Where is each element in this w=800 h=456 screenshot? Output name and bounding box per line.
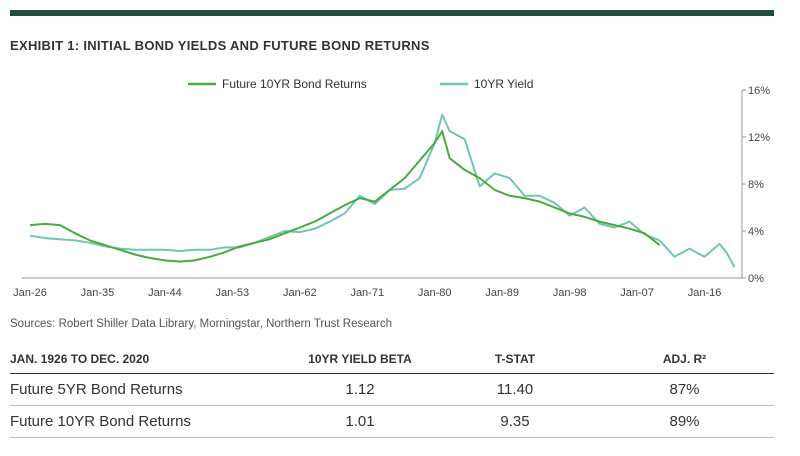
table-row: Future 5YR Bond Returns 1.12 11.40 87%	[10, 373, 774, 406]
header-period: JAN. 1926 TO DEC. 2020	[10, 346, 285, 374]
tstat-value: 9.35	[435, 405, 595, 438]
row-label: Future 10YR Bond Returns	[10, 405, 285, 438]
x-tick-label: Jan-07	[620, 287, 654, 299]
header-adj-r2: ADJ. R²	[595, 346, 774, 374]
tstat-value: 11.40	[435, 373, 595, 406]
y-axis: 0% 4% 8% 12% 16%	[741, 85, 770, 285]
y-tick-label: 16%	[748, 85, 770, 97]
legend-item-returns: Future 10YR Bond Returns	[188, 77, 367, 91]
future-returns-line	[29, 130, 661, 263]
header-beta: 10YR YIELD BETA	[285, 346, 435, 374]
adj-r2-value: 89%	[595, 405, 774, 438]
table-row: Future 10YR Bond Returns 1.01 9.35 89%	[10, 405, 774, 438]
x-axis: Jan-26 Jan-35 Jan-44 Jan-53 Jan-62 Jan-71 Jan-…	[13, 277, 742, 299]
series-lines	[29, 113, 736, 268]
x-tick-label: Jan-44	[148, 287, 182, 299]
yield-line	[29, 113, 736, 268]
y-tick-label: 4%	[748, 226, 764, 238]
adj-r2-value: 87%	[595, 373, 774, 406]
table-header-row: JAN. 1926 TO DEC. 2020 10YR YIELD BETA T…	[10, 346, 774, 374]
x-tick-label: Jan-35	[81, 287, 115, 299]
x-tick-label: Jan-62	[283, 287, 317, 299]
x-tick-label: Jan-89	[485, 287, 519, 299]
header-tstat: T-STAT	[435, 346, 595, 374]
row-label: Future 5YR Bond Returns	[10, 373, 285, 406]
x-tick-label: Jan-53	[216, 287, 250, 299]
top-accent-bar	[10, 10, 774, 16]
x-tick-label: Jan-98	[553, 287, 587, 299]
chart-legend: Future 10YR Bond Returns 10YR Yield	[188, 77, 533, 91]
beta-value: 1.01	[285, 405, 435, 438]
legend-label: 10YR Yield	[474, 77, 533, 91]
legend-label: Future 10YR Bond Returns	[222, 77, 367, 91]
y-tick-label: 0%	[748, 273, 764, 285]
x-tick-label: Jan-26	[13, 287, 47, 299]
regression-table: JAN. 1926 TO DEC. 2020 10YR YIELD BETA T…	[10, 346, 774, 438]
x-tick-label: Jan-71	[350, 287, 384, 299]
beta-value: 1.12	[285, 373, 435, 406]
legend-item-yield: 10YR Yield	[440, 77, 533, 91]
bond-yield-chart: Future 10YR Bond Returns 10YR Yield 0% 4% 8…	[13, 77, 770, 299]
y-tick-label: 8%	[748, 179, 764, 191]
source-note: Sources: Robert Shiller Data Library, Mo…	[10, 318, 392, 330]
exhibit-title: EXHIBIT 1: INITIAL BOND YIELDS AND FUTUR…	[10, 38, 430, 53]
x-tick-label: Jan-16	[688, 287, 722, 299]
y-tick-label: 12%	[748, 132, 770, 144]
x-tick-label: Jan-80	[418, 287, 452, 299]
